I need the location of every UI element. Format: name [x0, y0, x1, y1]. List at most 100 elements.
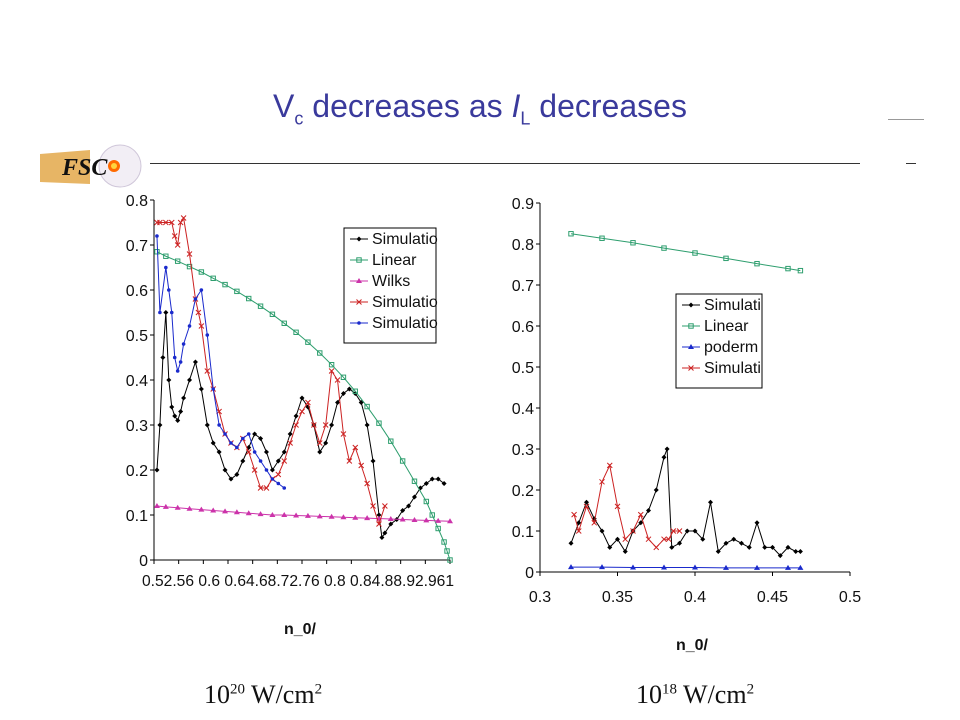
data-point — [400, 508, 406, 513]
data-point — [435, 476, 441, 482]
data-point — [376, 512, 382, 518]
data-point — [199, 288, 204, 292]
data-point — [180, 215, 187, 221]
legend-swatch-marker — [356, 278, 362, 283]
data-point — [257, 303, 264, 309]
data-point — [195, 309, 202, 316]
legend-swatch-marker — [688, 344, 694, 349]
data-point — [423, 498, 430, 505]
data-point — [700, 536, 706, 542]
data-point — [235, 445, 239, 450]
data-point — [270, 477, 275, 481]
corner-mark — [888, 119, 924, 120]
header-divider — [150, 163, 860, 164]
legend-swatch-marker — [356, 236, 362, 242]
data-point — [153, 503, 160, 508]
data-point — [568, 540, 574, 546]
data-point — [293, 413, 299, 419]
data-point — [210, 440, 216, 446]
y-tick-label: 0.7 — [126, 238, 148, 255]
data-point — [638, 520, 644, 526]
data-point — [447, 557, 453, 563]
legend-box — [675, 293, 763, 389]
data-point — [340, 374, 347, 381]
data-point — [739, 540, 744, 546]
data-point — [661, 564, 667, 570]
data-point — [607, 544, 613, 550]
data-point — [785, 544, 791, 550]
x-axis-label: n_0/ — [284, 621, 317, 638]
y-tick-label: 0.6 — [126, 283, 148, 300]
y-tick-label: 0.8 — [512, 237, 534, 254]
data-point — [263, 449, 269, 455]
data-point — [444, 548, 450, 554]
data-point — [797, 549, 803, 554]
series-line — [571, 566, 801, 569]
data-point — [777, 553, 783, 559]
data-point — [770, 544, 775, 550]
series-line — [156, 505, 451, 522]
data-point — [630, 528, 636, 534]
data-point — [198, 506, 205, 512]
x-axis-label: n_0/ — [676, 637, 709, 654]
legend-label: Linear — [704, 318, 749, 335]
data-point — [246, 295, 252, 302]
data-point — [358, 462, 365, 469]
data-point — [692, 564, 698, 570]
data-point — [210, 507, 217, 513]
data-point — [198, 269, 205, 275]
y-tick-label: 0 — [139, 553, 148, 570]
data-point — [222, 467, 228, 473]
data-point — [692, 528, 698, 534]
data-point — [154, 249, 160, 255]
data-point — [370, 458, 376, 464]
data-point — [228, 476, 234, 482]
data-point — [281, 449, 287, 455]
data-point — [615, 536, 620, 542]
data-point — [169, 404, 175, 410]
data-point — [340, 391, 346, 396]
data-point — [665, 536, 672, 543]
data-point — [287, 431, 293, 437]
caption-left: 1020 W/cm2 — [204, 680, 323, 709]
data-point — [264, 468, 269, 472]
legend-swatch-marker — [356, 299, 362, 305]
data-point — [186, 263, 193, 270]
data-point — [269, 311, 276, 318]
legend-label: Simulati — [704, 360, 761, 377]
data-point — [171, 233, 178, 239]
data-point — [364, 480, 370, 487]
data-point — [599, 564, 605, 570]
data-point — [411, 494, 417, 500]
data-point — [435, 525, 441, 532]
data-point — [276, 481, 281, 486]
data-point — [379, 535, 385, 540]
data-point — [746, 544, 752, 550]
data-point — [340, 431, 347, 437]
data-point — [186, 505, 193, 511]
data-point — [630, 240, 636, 246]
data-point — [723, 255, 729, 262]
data-point — [406, 503, 412, 509]
data-point — [252, 450, 257, 454]
data-point — [305, 399, 311, 406]
data-point — [352, 444, 359, 451]
y-tick-label: 0.4 — [126, 373, 148, 390]
data-point — [246, 432, 251, 436]
data-point — [335, 400, 341, 405]
data-point — [622, 536, 629, 543]
data-point — [304, 512, 311, 518]
data-point — [166, 377, 172, 383]
data-point — [281, 320, 287, 327]
data-point — [217, 423, 221, 427]
x-tick-label: 0.45 — [757, 589, 788, 606]
x-tick-labels: 0.52.56 0.6 0.64.68.72.76 0.8 0.84.88.92… — [142, 573, 454, 590]
data-point — [162, 219, 169, 226]
data-point — [575, 528, 582, 534]
data-point — [669, 544, 675, 550]
data-point — [157, 422, 163, 428]
data-point — [172, 355, 177, 360]
data-point — [399, 458, 406, 464]
data-point — [198, 323, 205, 329]
